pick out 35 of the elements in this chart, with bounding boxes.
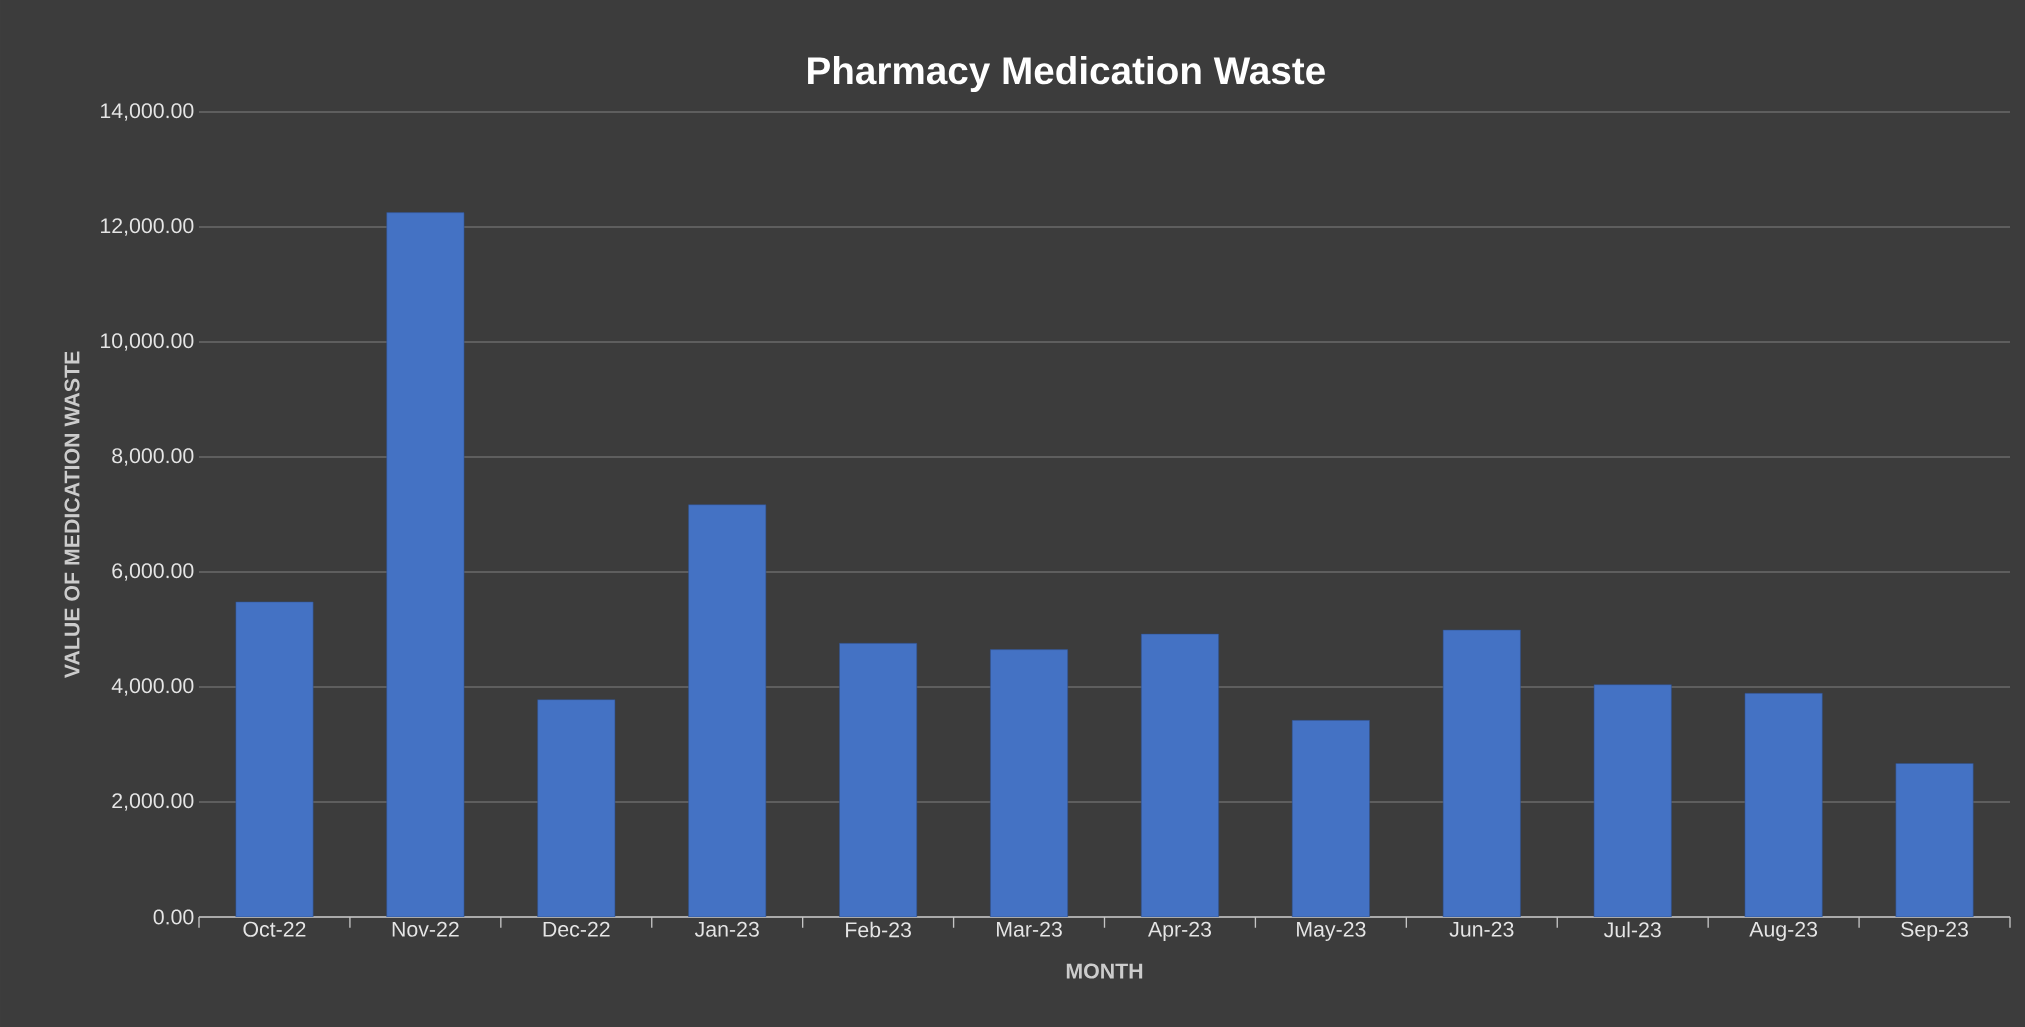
x-tick-label: Aug-23 [1749, 921, 1818, 942]
x-tick-label: Sep-23 [1901, 921, 1968, 942]
bar [1895, 763, 1974, 917]
y-axis-title: VALUE OF MEDICATION WASTE [64, 351, 80, 679]
bar [537, 699, 616, 917]
x-tick-label: Feb-23 [846, 921, 911, 938]
bar [990, 649, 1068, 917]
bar [1141, 633, 1219, 917]
y-tick-label: 12,000.00 [101, 218, 194, 236]
bar [1593, 684, 1672, 917]
x-tick-label: May-23 [1297, 921, 1366, 942]
x-tick-label: Jan-23 [694, 921, 759, 937]
chart-title: Pharmacy Medication Waste [808, 55, 1325, 93]
y-tick-label: 6,000.00 [112, 563, 194, 581]
y-tick-label: 8,000.00 [112, 448, 194, 466]
bar [1744, 693, 1823, 917]
bar [386, 212, 465, 917]
bar [839, 643, 918, 917]
x-tick-label: Dec-22 [543, 921, 610, 937]
bar [235, 601, 314, 917]
bar [1442, 629, 1521, 917]
y-tick-label: 14,000.00 [101, 103, 194, 121]
x-tick-label: Apr-23 [1147, 921, 1212, 942]
y-tick-label: 2,000.00 [112, 793, 194, 811]
x-tick-label: Jun-23 [1449, 921, 1514, 937]
x-tick-label: Jul-23 [1603, 921, 1661, 938]
x-tick-label: Nov-22 [392, 921, 459, 937]
bar [1291, 720, 1370, 917]
x-tick-label: Mar-23 [997, 921, 1062, 937]
bar [688, 504, 767, 917]
x-axis-title: MONTH [1066, 963, 1143, 979]
y-tick-label: 0.00 [153, 909, 194, 925]
x-tick-label: Oct-22 [243, 921, 306, 937]
y-tick-label: 10,000.00 [101, 333, 194, 351]
y-tick-label: 4,000.00 [111, 678, 194, 696]
